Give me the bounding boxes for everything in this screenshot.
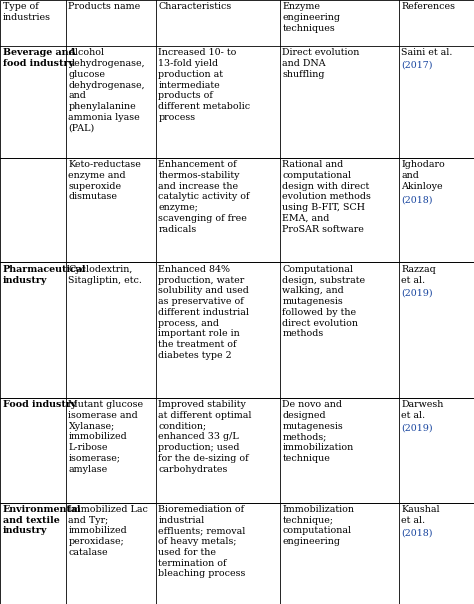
Text: Ighodaro
and
Akinloye: Ighodaro and Akinloye xyxy=(401,160,445,201)
Text: Alcohol
dehydrogenase,
glucose
dehydrogenase,
and
phenylalanine
ammonia lyase
(P: Alcohol dehydrogenase, glucose dehydroge… xyxy=(68,48,145,133)
Text: Environmental
and textile
industry: Environmental and textile industry xyxy=(3,505,82,536)
Text: De novo and
designed
mutagenesis
methods;
immobilization
technique: De novo and designed mutagenesis methods… xyxy=(283,400,354,463)
Text: Characteristics: Characteristics xyxy=(158,2,232,11)
Text: Darwesh
et al.: Darwesh et al. xyxy=(401,400,444,431)
Text: Cyclodextrin,
Sitagliptin, etc.: Cyclodextrin, Sitagliptin, etc. xyxy=(68,265,142,284)
Text: (2018): (2018) xyxy=(401,196,433,204)
Text: Enhancement of
thermos-stability
and increase the
catalytic activity of
enzyme;
: Enhancement of thermos-stability and inc… xyxy=(158,160,250,234)
Text: Food industry: Food industry xyxy=(3,400,76,409)
Text: Keto-reductase
enzyme and
superoxide
dismutase: Keto-reductase enzyme and superoxide dis… xyxy=(68,160,141,201)
Text: Bioremediation of
industrial
effluents; removal
of heavy metals;
used for the
te: Bioremediation of industrial effluents; … xyxy=(158,505,246,579)
Text: Pharmaceutical
industry: Pharmaceutical industry xyxy=(3,265,86,284)
Text: Direct evolution
and DNA
shuffling: Direct evolution and DNA shuffling xyxy=(283,48,360,79)
Text: (2019): (2019) xyxy=(401,424,433,432)
Text: Kaushal
et al.: Kaushal et al. xyxy=(401,505,440,536)
Text: (2018): (2018) xyxy=(401,528,433,538)
Text: References: References xyxy=(401,2,456,11)
Text: Products name: Products name xyxy=(68,2,141,11)
Text: Immobilization
technique;
computational
engineering: Immobilization technique; computational … xyxy=(283,505,355,546)
Text: Enhanced 84%
production, water
solubility and used
as preservative of
different : Enhanced 84% production, water solubilit… xyxy=(158,265,249,360)
Text: Type of
industries: Type of industries xyxy=(3,2,51,22)
Text: Rational and
computational
design with direct
evolution methods
using B-FIT, SCH: Rational and computational design with d… xyxy=(283,160,371,234)
Text: Immobilized Lac
and Tyr;
immobilized
peroxidase;
catalase: Immobilized Lac and Tyr; immobilized per… xyxy=(68,505,148,557)
Text: (2017): (2017) xyxy=(401,60,433,69)
Text: Improved stability
at different optimal
condition;
enhanced 33 g/L
production; u: Improved stability at different optimal … xyxy=(158,400,252,474)
Text: Beverage and
food industry: Beverage and food industry xyxy=(3,48,75,68)
Text: Increased 10- to
13-fold yield
production at
intermediate
products of
different : Increased 10- to 13-fold yield productio… xyxy=(158,48,251,122)
Text: Razzaq
et al.: Razzaq et al. xyxy=(401,265,436,295)
Text: Saini et al.: Saini et al. xyxy=(401,48,453,68)
Text: Enzyme
engineering
techniques: Enzyme engineering techniques xyxy=(283,2,340,33)
Text: Mutant glucose
isomerase and
Xylanase;
immobilized
L-ribose
isomerase;
amylase: Mutant glucose isomerase and Xylanase; i… xyxy=(68,400,144,474)
Text: Computational
design, substrate
walking, and
mutagenesis
followed by the
direct : Computational design, substrate walking,… xyxy=(283,265,365,338)
Text: (2019): (2019) xyxy=(401,289,433,297)
